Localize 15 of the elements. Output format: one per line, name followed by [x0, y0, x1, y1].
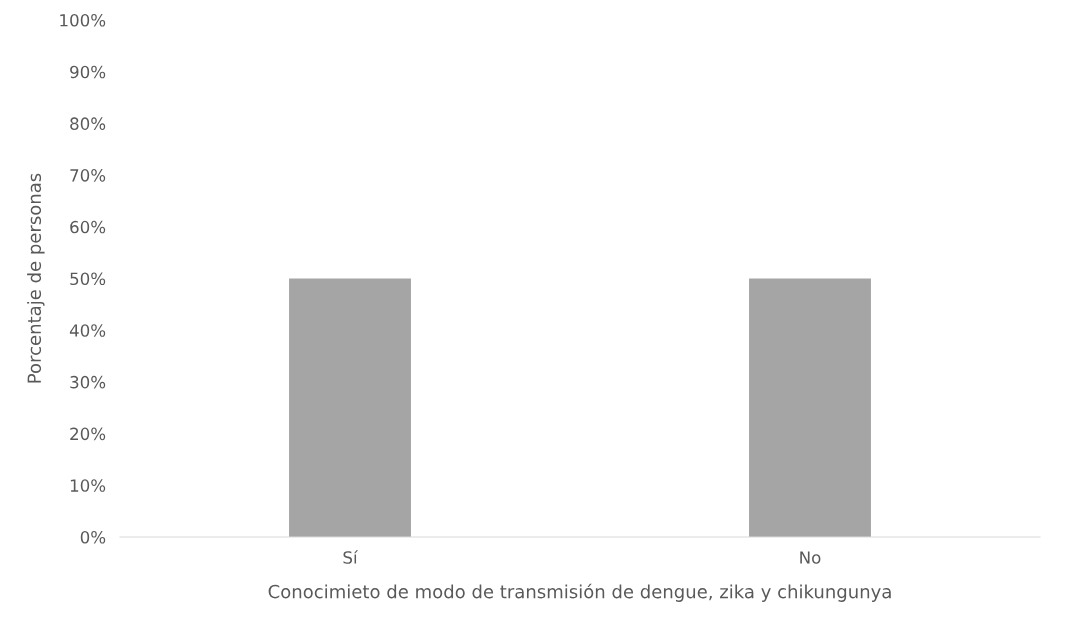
- y-tick-label: 20%: [70, 427, 106, 441]
- y-axis-title: Porcentaje de personas: [27, 173, 45, 383]
- y-tick-label: 30%: [70, 375, 106, 389]
- y-tick-label: 60%: [70, 220, 106, 234]
- y-tick-label: 90%: [70, 65, 106, 79]
- y-tick-label: 40%: [69, 324, 106, 337]
- y-tick-label: 70%: [70, 169, 106, 182]
- y-tick-label: 0%: [80, 530, 106, 544]
- x-tick-label: Sí: [343, 550, 359, 564]
- x-tick-label: No: [800, 551, 821, 564]
- y-tick-label: 100%: [60, 13, 106, 27]
- y-tick-label: 50%: [70, 272, 106, 286]
- y-tick-label: 10%: [70, 479, 106, 492]
- x-axis-title: Conocimieto de modo de transmisión de dengue, zika y chikungunya: [268, 583, 891, 602]
- y-tick-label: 80%: [70, 117, 106, 130]
